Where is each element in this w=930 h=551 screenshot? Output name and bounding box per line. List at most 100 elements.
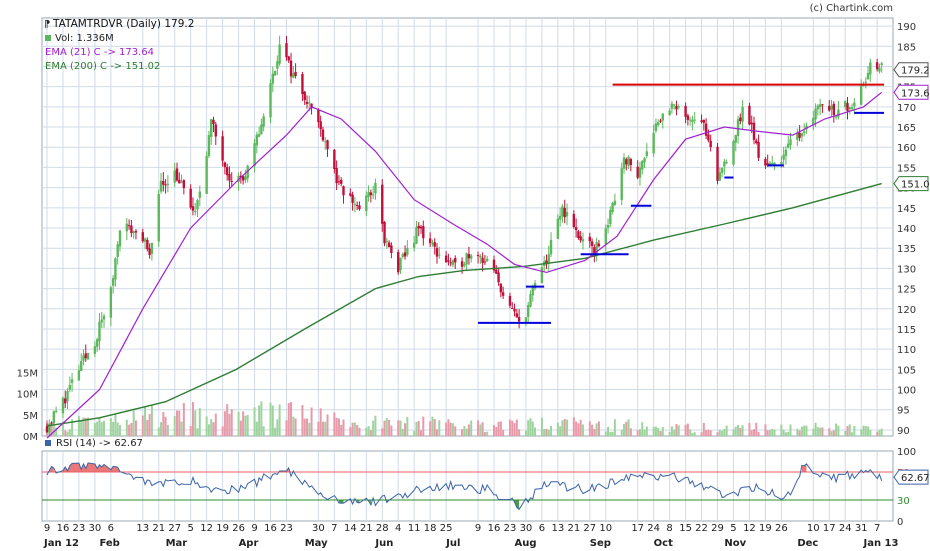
candle-body: [702, 119, 706, 123]
volume-bar: [853, 425, 856, 436]
volume-bar: [413, 431, 416, 436]
volume-bar: [71, 419, 74, 436]
price-tick-label: 140: [897, 224, 916, 235]
candle-body: [132, 231, 135, 234]
volume-bar: [52, 421, 55, 436]
candle-body: [755, 140, 758, 144]
legend-ema21: EMA (21) C -> 173.64: [45, 47, 154, 58]
candle-body: [80, 361, 83, 371]
x-tick-day-label: 18: [424, 523, 437, 534]
rsi-zone-fill: [514, 500, 520, 510]
candle-body: [668, 110, 671, 116]
x-tick-day-label: 11: [408, 523, 421, 534]
candle-body: [198, 191, 202, 198]
candle-body: [878, 67, 881, 72]
candle-body: [403, 252, 407, 257]
volume-bar: [196, 428, 199, 436]
volume-bar: [82, 417, 85, 436]
candle-body: [383, 221, 386, 244]
volume-bar: [511, 420, 514, 436]
candle-body: [342, 186, 345, 196]
x-tick-day-label: 6: [539, 523, 545, 534]
volume-bar: [465, 428, 468, 436]
volume-bar: [210, 419, 213, 436]
price-tick-label: 165: [897, 123, 916, 134]
candle-body: [467, 253, 471, 259]
candle-body: [369, 192, 373, 196]
candle-body: [84, 353, 87, 359]
x-month-label: Nov: [724, 538, 746, 549]
candle-body: [255, 134, 259, 146]
volume-bar: [844, 430, 847, 436]
candle-body: [609, 210, 612, 225]
volume-bar: [641, 422, 644, 436]
volume-bar: [369, 430, 372, 436]
candle-body: [125, 223, 129, 232]
x-tick-day-label: 24: [647, 523, 660, 534]
volume-tick-label: 10M: [17, 390, 38, 401]
x-tick-day-label: 10: [807, 523, 820, 534]
candle-body: [483, 261, 487, 263]
ema21-tag: 173.6: [893, 84, 930, 100]
volume-bar: [397, 420, 400, 436]
volume-bar: [835, 423, 838, 436]
volume-bar: [260, 401, 263, 436]
candle-body: [98, 321, 101, 342]
rsi-legend: RSI (14) -> 62.67: [45, 438, 143, 449]
volume-bar: [481, 422, 484, 436]
candle-body: [707, 134, 710, 141]
candle-body: [511, 307, 514, 309]
candle-body: [406, 248, 409, 255]
candle-body: [399, 257, 402, 271]
volume-bar: [755, 422, 758, 436]
candle-body: [611, 202, 614, 212]
candle-body: [693, 119, 696, 121]
ema200-line: [46, 182, 882, 427]
candle-body: [182, 180, 186, 189]
x-tick-day-label: 14: [344, 523, 357, 534]
candle-body: [816, 105, 820, 110]
candle-body: [597, 243, 601, 247]
candle-body: [780, 161, 783, 165]
volume-bar: [787, 431, 790, 436]
candle-body: [588, 236, 591, 242]
volume-bar: [467, 424, 470, 436]
candle-body: [577, 231, 580, 239]
candle-body: [61, 397, 65, 414]
volume-bar: [287, 403, 290, 436]
candle-body: [337, 181, 341, 183]
volume-bar: [766, 430, 769, 436]
volume-bar: [693, 432, 696, 436]
volume-bar: [550, 425, 553, 436]
volume-bar: [581, 424, 584, 436]
volume-bar: [508, 419, 511, 436]
candle-body: [143, 238, 147, 242]
volume-bar: [388, 419, 391, 436]
candle-body: [276, 61, 279, 69]
x-tick-day-label: 29: [711, 523, 724, 534]
volume-bar: [629, 428, 632, 436]
volume-bar: [150, 405, 153, 436]
volume-bar: [851, 432, 854, 436]
volume-bar: [800, 426, 803, 436]
price-tick-label: 115: [897, 325, 916, 336]
candle-body: [830, 105, 833, 110]
volume-bar: [103, 420, 106, 436]
x-month-label: Apr: [239, 538, 259, 549]
candle-body: [798, 132, 801, 138]
candle-body: [205, 155, 208, 194]
x-month-label: Jun: [374, 538, 393, 549]
volume-bar: [422, 416, 425, 436]
volume-bar: [374, 415, 377, 436]
candle-body: [606, 224, 610, 228]
candle-body: [349, 193, 352, 196]
volume-bar: [880, 428, 883, 436]
volume-bar: [230, 409, 233, 436]
candle-body: [638, 167, 642, 178]
candle-body: [189, 188, 192, 208]
candle-body: [454, 258, 457, 263]
candle-body: [162, 180, 165, 185]
candle-body: [130, 225, 133, 234]
candle-body: [387, 242, 391, 248]
volume-bar: [445, 422, 448, 436]
